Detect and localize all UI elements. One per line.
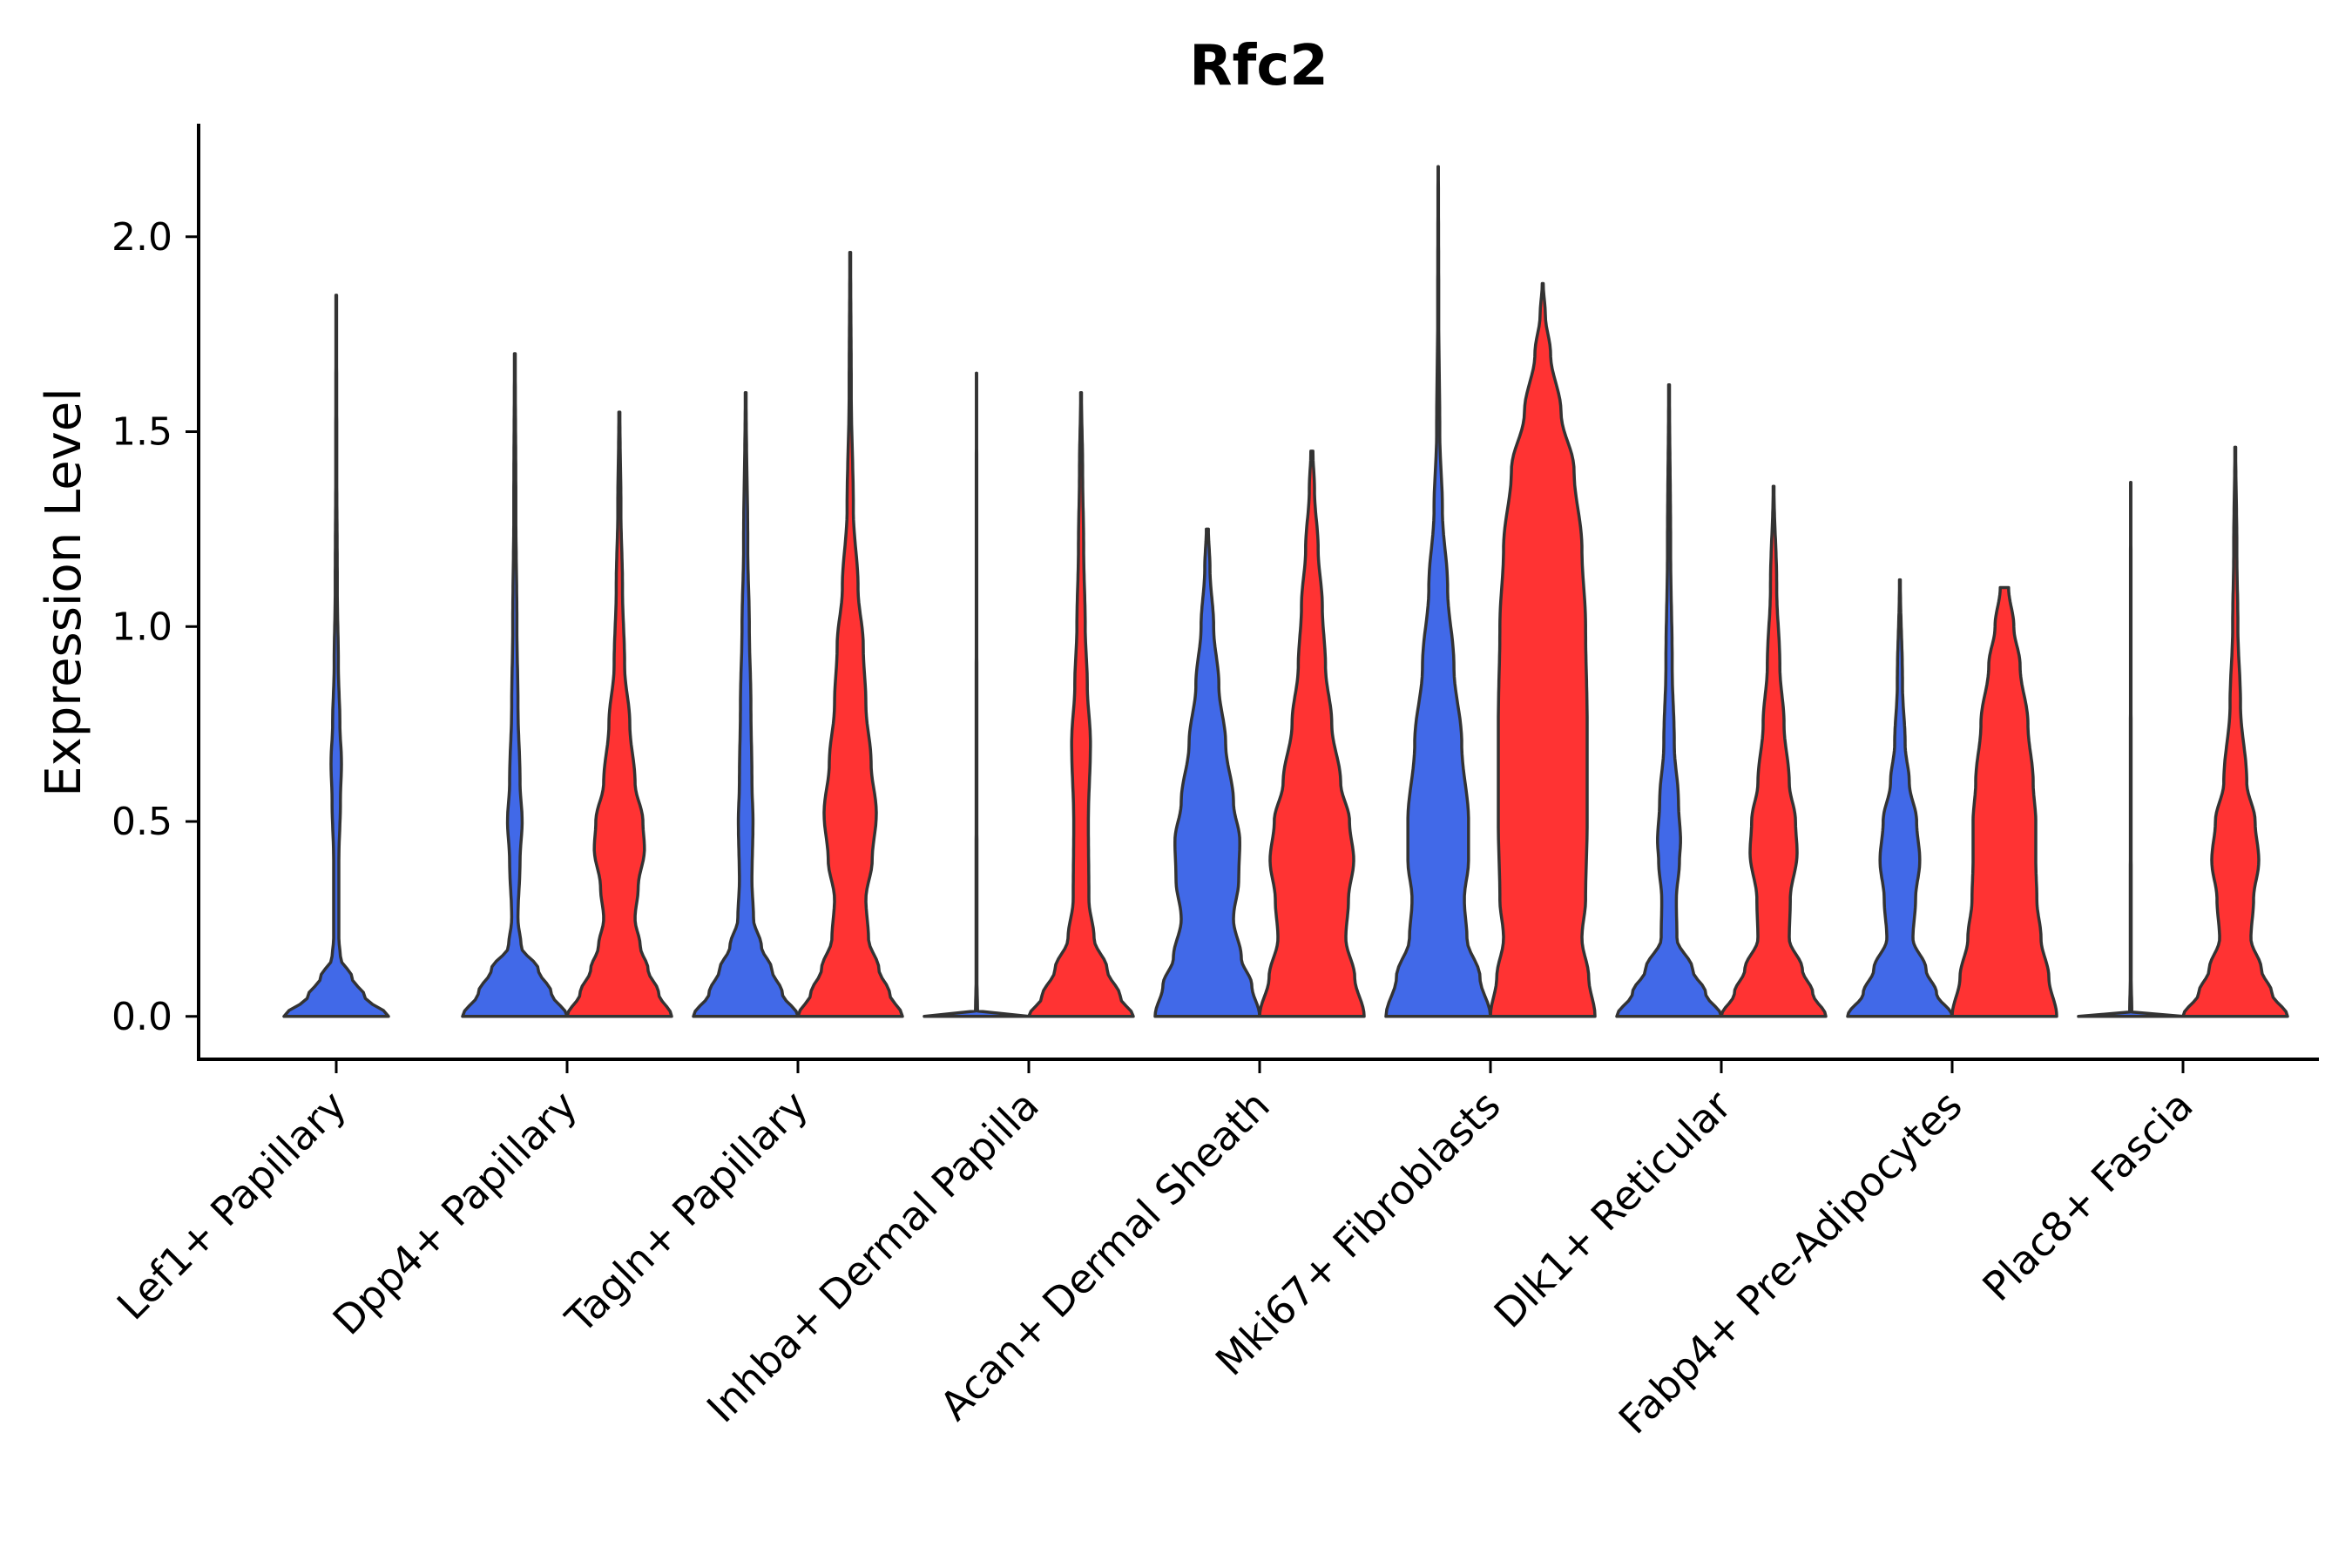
- violin-red: [1027, 391, 1135, 1018]
- chart-title: Rfc2: [1189, 34, 1328, 98]
- y-tick-label: 1.0: [112, 605, 172, 649]
- x-tick-label: Tagln+ Papillary: [556, 1082, 817, 1343]
- violin-blue: [1846, 578, 1954, 1018]
- violin-blue: [461, 352, 569, 1018]
- ticks-layer: 0.0 0.5 1.0 1.5 2.0: [112, 215, 2185, 1073]
- y-axis-label: Expression Level: [36, 388, 92, 797]
- violins-layer: [282, 165, 2289, 1018]
- violin-blue: [1615, 383, 1723, 1018]
- violin-red: [796, 250, 904, 1018]
- violin-red: [1720, 484, 1828, 1018]
- violin-red: [565, 410, 673, 1018]
- violin-blue: [282, 294, 390, 1018]
- violin-red: [1489, 281, 1597, 1018]
- x-tick-label: Dpp4+ Papillary: [324, 1082, 586, 1344]
- violin-blue: [1153, 527, 1261, 1018]
- y-tick-label: 1.5: [112, 410, 172, 455]
- y-tick-label: 0.5: [112, 800, 172, 844]
- violin-blue: [692, 391, 800, 1018]
- violin-blue: [2077, 480, 2185, 1018]
- violin-red: [1258, 449, 1366, 1018]
- x-tick-label: Plac8+ Fascia: [1973, 1082, 2201, 1310]
- x-tick-label: Dlk1+ Reticular: [1485, 1082, 1740, 1337]
- violin-blue: [923, 371, 1031, 1018]
- violin-blue: [1384, 165, 1492, 1018]
- y-tick-label: 2.0: [112, 215, 172, 260]
- y-tick-label: 0.0: [112, 995, 172, 1039]
- violin-red: [1950, 585, 2058, 1018]
- x-tick-label: Lef1+ Papillary: [108, 1082, 355, 1329]
- violin-red: [2181, 445, 2289, 1018]
